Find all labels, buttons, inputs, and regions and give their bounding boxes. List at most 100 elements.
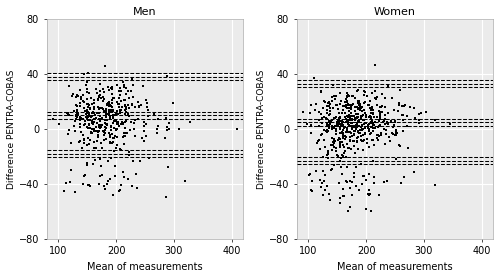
Point xyxy=(110,148,118,153)
Point xyxy=(108,85,116,89)
Point xyxy=(110,126,118,130)
Point xyxy=(319,105,327,110)
Point xyxy=(97,117,105,122)
Point xyxy=(114,102,122,106)
Point xyxy=(336,145,344,149)
Point xyxy=(90,107,98,111)
Point xyxy=(338,122,346,127)
Point xyxy=(362,207,370,211)
Point xyxy=(348,114,356,119)
Point xyxy=(366,191,374,196)
Point xyxy=(350,171,358,175)
Point xyxy=(102,115,110,119)
Point xyxy=(108,91,116,96)
Point xyxy=(354,130,362,134)
Point xyxy=(163,74,171,78)
Point xyxy=(116,108,124,113)
Point xyxy=(80,137,88,141)
Point xyxy=(90,105,98,110)
Point xyxy=(344,90,351,95)
Point xyxy=(80,174,88,178)
Point xyxy=(101,187,109,192)
Point xyxy=(346,137,354,142)
Point xyxy=(114,112,122,116)
Point xyxy=(82,112,90,116)
Point xyxy=(150,112,158,117)
Point xyxy=(400,118,407,122)
Point xyxy=(120,142,128,146)
Point xyxy=(357,125,365,129)
Point xyxy=(360,110,368,115)
Point xyxy=(86,91,94,95)
Point xyxy=(108,109,116,113)
Point xyxy=(80,122,88,127)
Point xyxy=(376,122,384,127)
Point xyxy=(336,136,344,141)
Point xyxy=(332,149,340,154)
Point xyxy=(337,98,345,103)
Point xyxy=(342,114,350,118)
Point xyxy=(88,121,96,125)
Point xyxy=(66,128,74,132)
Point xyxy=(356,104,364,108)
Point xyxy=(108,104,116,109)
Point xyxy=(108,132,116,136)
Point xyxy=(84,136,92,140)
Point xyxy=(336,91,344,95)
Point xyxy=(83,97,91,101)
Point xyxy=(165,121,173,125)
Point xyxy=(90,101,98,105)
Point xyxy=(82,109,90,114)
Point xyxy=(90,110,98,114)
Point xyxy=(354,107,362,111)
Point xyxy=(344,118,352,123)
Point xyxy=(360,122,368,127)
Point xyxy=(96,157,104,162)
Point xyxy=(86,130,94,134)
Point xyxy=(358,127,366,131)
Point xyxy=(367,120,375,125)
Point xyxy=(84,105,92,109)
Point xyxy=(146,156,154,161)
Point xyxy=(120,121,128,126)
Point xyxy=(336,142,344,147)
X-axis label: Mean of measurements: Mean of measurements xyxy=(337,262,452,272)
Point xyxy=(352,127,360,131)
Point xyxy=(353,121,361,125)
Point xyxy=(107,155,115,160)
Point xyxy=(140,129,148,133)
Point xyxy=(105,112,113,116)
Point xyxy=(322,107,330,112)
Point xyxy=(94,129,102,133)
Point xyxy=(364,193,372,198)
Point xyxy=(362,94,370,98)
Point xyxy=(116,146,124,151)
Point xyxy=(338,130,346,135)
Point xyxy=(320,138,328,142)
Point xyxy=(121,104,129,108)
Point xyxy=(104,159,112,163)
Point xyxy=(381,116,389,121)
Point xyxy=(48,117,56,122)
Point xyxy=(360,138,368,143)
Point xyxy=(362,115,370,120)
Point xyxy=(106,135,114,139)
Point xyxy=(316,138,324,142)
Point xyxy=(354,119,362,124)
Point xyxy=(323,184,331,188)
Point xyxy=(324,112,332,117)
Point xyxy=(129,159,137,163)
Point xyxy=(334,107,342,111)
Point xyxy=(90,120,98,125)
Point xyxy=(234,127,241,131)
Point xyxy=(96,157,104,161)
Point xyxy=(105,110,113,114)
Point xyxy=(338,122,345,127)
Point xyxy=(72,114,80,118)
Point xyxy=(94,133,102,138)
Point xyxy=(333,153,341,157)
Point xyxy=(354,122,362,126)
Point xyxy=(76,97,84,101)
Point xyxy=(346,114,354,119)
Point xyxy=(82,173,90,177)
